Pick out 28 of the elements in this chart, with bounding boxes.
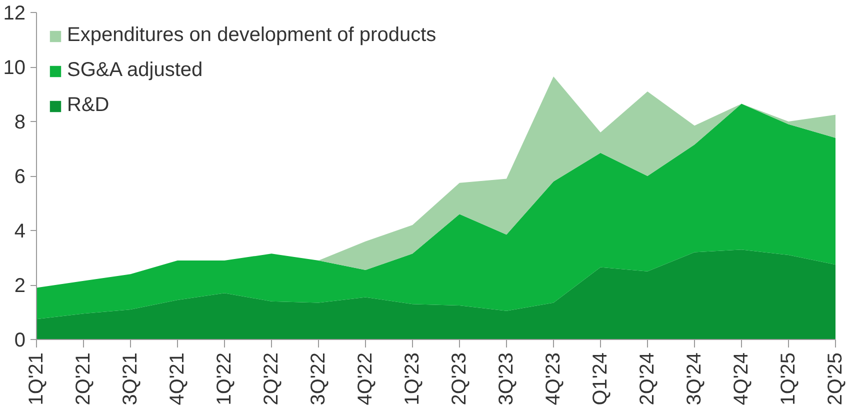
legend-label: SG&A adjusted — [67, 59, 203, 82]
x-tick-label: 1Q'21 — [26, 352, 48, 406]
x-tick-label: 3Q'24 — [684, 352, 706, 406]
x-tick-label: 3Q'23 — [496, 352, 518, 406]
x-tick-label: 1Q'25 — [778, 352, 800, 406]
y-tick-label: 6 — [14, 166, 26, 188]
x-tick-label: 2Q'21 — [72, 352, 94, 406]
y-tick-label: 4 — [14, 220, 26, 242]
x-tick-label: 2Q'25 — [824, 352, 846, 406]
y-tick-label: 2 — [14, 275, 26, 297]
x-tick-label: 4Q'22 — [354, 352, 376, 406]
x-tick-label: Q1'24 — [590, 352, 612, 406]
legend-label: Expenditures on development of products — [67, 24, 436, 47]
y-tick-label: 10 — [3, 57, 26, 79]
x-tick-label: 4Q'24 — [730, 352, 752, 406]
x-tick-label: 4Q'21 — [166, 352, 188, 406]
x-tick-label: 1Q'23 — [402, 352, 424, 406]
y-tick-label: 12 — [3, 2, 26, 24]
x-tick-label: 3Q'21 — [120, 352, 142, 406]
x-tick-label: 1Q'22 — [214, 352, 236, 406]
y-tick-label: 8 — [14, 112, 26, 134]
x-tick-label: 2Q'22 — [260, 352, 282, 406]
x-tick-label: 3Q'22 — [308, 352, 330, 406]
x-tick-label: 4Q'23 — [542, 352, 564, 406]
y-tick-label: 0 — [14, 330, 26, 352]
legend-label: R&D — [67, 94, 110, 117]
x-tick-label: 2Q'23 — [448, 352, 470, 406]
x-tick-label: 2Q'24 — [636, 352, 658, 406]
